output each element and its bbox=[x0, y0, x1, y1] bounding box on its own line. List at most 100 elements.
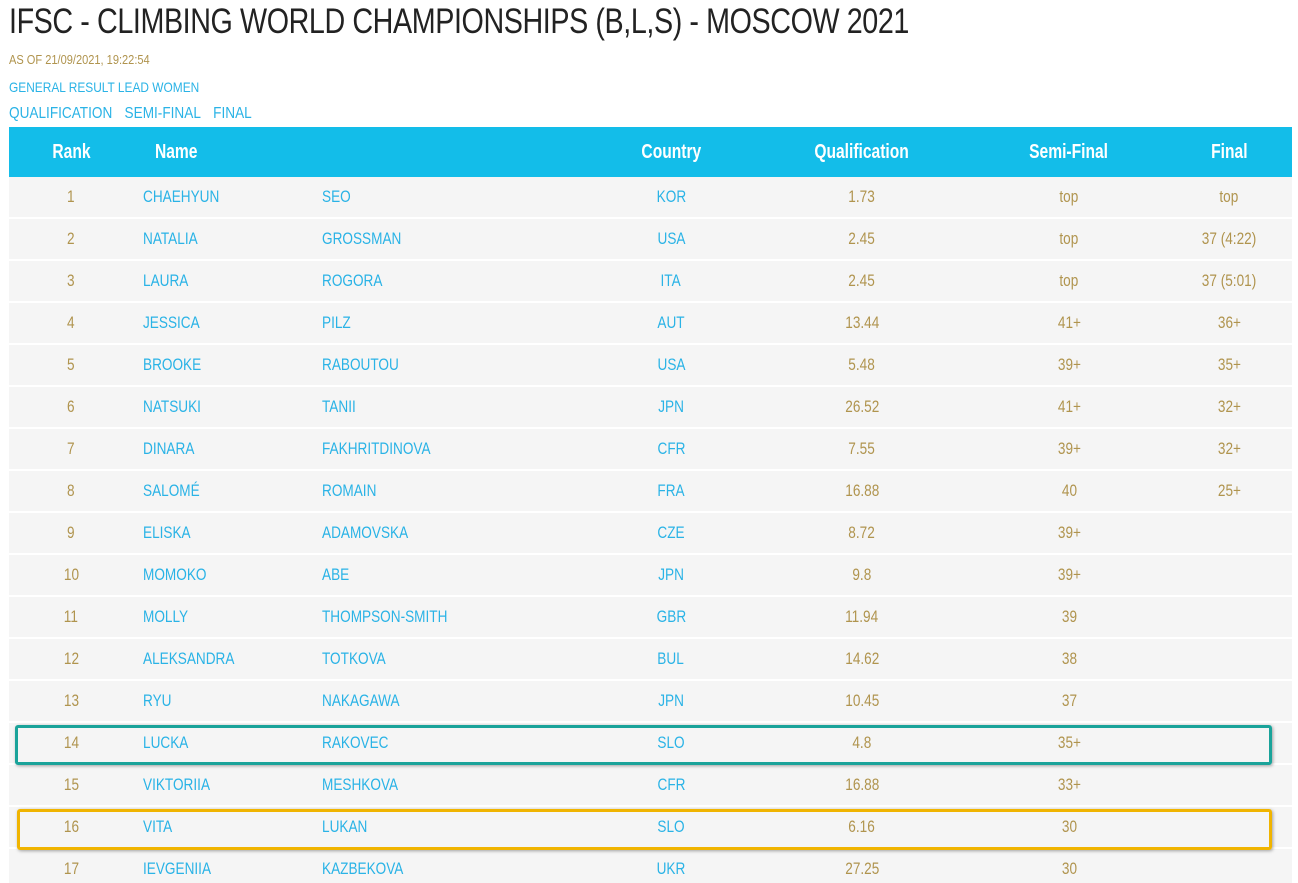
final-cell bbox=[1169, 681, 1289, 721]
table-row: 5 BROOKE RABOUTOU USA 5.48 39+ 35+ bbox=[9, 345, 1292, 387]
first-name-link[interactable]: RYU bbox=[143, 691, 172, 710]
round-link-qualification[interactable]: QUALIFICATION bbox=[9, 105, 113, 122]
final-cell: 25+ bbox=[1217, 481, 1241, 500]
page-title: IFSC - CLIMBING WORLD CHAMPIONSHIPS (B,L… bbox=[9, 2, 909, 41]
column-header-semi-final[interactable]: Semi-Final bbox=[1029, 141, 1109, 163]
first-name-link[interactable]: VIKTORIIA bbox=[143, 775, 211, 794]
first-name-link[interactable]: JESSICA bbox=[143, 313, 200, 332]
result-category-link[interactable]: GENERAL RESULT LEAD WOMEN bbox=[9, 79, 200, 95]
last-name-link[interactable]: SEO bbox=[322, 187, 351, 206]
final-cell bbox=[1169, 723, 1289, 763]
rank-cell: 4 bbox=[67, 313, 75, 332]
first-name-link[interactable]: BROOKE bbox=[143, 355, 202, 374]
last-name-link[interactable]: TOTKOVA bbox=[322, 649, 386, 668]
first-name-link[interactable]: MOLLY bbox=[143, 607, 189, 626]
semi-final-cell: 41+ bbox=[1057, 397, 1081, 416]
last-name-link[interactable]: MESHKOVA bbox=[322, 775, 399, 794]
rank-cell: 7 bbox=[67, 439, 75, 458]
first-name-link[interactable]: CHAEHYUN bbox=[143, 187, 220, 206]
final-cell: 32+ bbox=[1217, 397, 1241, 416]
first-name-link[interactable]: DINARA bbox=[143, 439, 195, 458]
rank-cell: 2 bbox=[67, 229, 75, 248]
first-name-link[interactable]: ALEKSANDRA bbox=[143, 649, 235, 668]
round-link-final[interactable]: FINAL bbox=[213, 105, 252, 122]
country-link[interactable]: FRA bbox=[657, 481, 685, 500]
final-cell bbox=[1169, 555, 1289, 595]
rank-cell: 17 bbox=[63, 859, 79, 878]
rank-cell: 1 bbox=[67, 187, 75, 206]
rank-cell: 13 bbox=[63, 691, 79, 710]
round-link-semi-final[interactable]: SEMI-FINAL bbox=[124, 105, 201, 122]
last-name-link[interactable]: THOMPSON-SMITH bbox=[322, 607, 448, 626]
last-name-link[interactable]: RABOUTOU bbox=[322, 355, 399, 374]
country-link[interactable]: CZE bbox=[657, 523, 685, 542]
first-name-link[interactable]: VITA bbox=[143, 817, 173, 836]
country-link[interactable]: KOR bbox=[656, 187, 686, 206]
first-name-link[interactable]: NATSUKI bbox=[143, 397, 201, 416]
country-link[interactable]: JPN bbox=[658, 691, 684, 710]
first-name-link[interactable]: SALOMÉ bbox=[143, 481, 200, 500]
final-cell bbox=[1169, 597, 1289, 637]
final-cell bbox=[1169, 807, 1289, 847]
first-name-link[interactable]: LAURA bbox=[143, 271, 189, 290]
last-name-link[interactable]: KAZBEKOVA bbox=[322, 859, 404, 878]
last-name-link[interactable]: PILZ bbox=[322, 313, 351, 332]
semi-final-cell: 39+ bbox=[1057, 523, 1081, 542]
last-name-link[interactable]: GROSSMAN bbox=[322, 229, 402, 248]
final-cell: 32+ bbox=[1217, 439, 1241, 458]
country-link[interactable]: AUT bbox=[657, 313, 685, 332]
semi-final-cell: 37 bbox=[1061, 691, 1077, 710]
column-header-name[interactable]: Name bbox=[154, 141, 198, 163]
country-link[interactable]: CFR bbox=[657, 439, 685, 458]
last-name-link[interactable]: ROMAIN bbox=[322, 481, 377, 500]
final-cell bbox=[1169, 765, 1289, 805]
last-name-link[interactable]: ABE bbox=[322, 565, 350, 584]
qualification-cell: 26.52 bbox=[844, 397, 880, 416]
country-link[interactable]: SLO bbox=[657, 733, 685, 752]
rank-cell: 6 bbox=[67, 397, 75, 416]
first-name-link[interactable]: ELISKA bbox=[143, 523, 191, 542]
first-name-link[interactable]: LUCKA bbox=[143, 733, 189, 752]
table-row: 17 IEVGENIIA KAZBEKOVA UKR 27.25 30 bbox=[9, 849, 1292, 883]
country-link[interactable]: USA bbox=[657, 229, 685, 248]
country-link[interactable]: BUL bbox=[657, 649, 685, 668]
last-name-link[interactable]: FAKHRITDINOVA bbox=[322, 439, 431, 458]
final-cell bbox=[1169, 849, 1289, 883]
qualification-cell: 16.88 bbox=[844, 481, 880, 500]
table-row: 9 ELISKA ADAMOVSKA CZE 8.72 39+ bbox=[9, 513, 1292, 555]
column-header-final[interactable]: Final bbox=[1210, 141, 1248, 163]
semi-final-cell: 39+ bbox=[1057, 565, 1081, 584]
country-link[interactable]: ITA bbox=[660, 271, 682, 290]
column-header-country[interactable]: Country bbox=[641, 141, 701, 163]
semi-final-cell: 30 bbox=[1061, 859, 1077, 878]
qualification-cell: 4.8 bbox=[852, 733, 872, 752]
table-row: 15 VIKTORIIA MESHKOVA CFR 16.88 33+ bbox=[9, 765, 1292, 807]
table-row: 8 SALOMÉ ROMAIN FRA 16.88 40 25+ bbox=[9, 471, 1292, 513]
first-name-link[interactable]: IEVGENIIA bbox=[143, 859, 212, 878]
final-cell bbox=[1169, 639, 1289, 679]
column-header-rank[interactable]: Rank bbox=[51, 141, 91, 163]
last-name-link[interactable]: RAKOVEC bbox=[322, 733, 389, 752]
column-header-qualification[interactable]: Qualification bbox=[814, 141, 910, 163]
semi-final-cell: top bbox=[1059, 271, 1079, 290]
country-link[interactable]: SLO bbox=[657, 817, 685, 836]
last-name-link[interactable]: ADAMOVSKA bbox=[322, 523, 409, 542]
country-link[interactable]: JPN bbox=[658, 565, 684, 584]
country-link[interactable]: JPN bbox=[658, 397, 684, 416]
country-link[interactable]: GBR bbox=[656, 607, 686, 626]
last-name-link[interactable]: NAKAGAWA bbox=[322, 691, 400, 710]
table-row: 10 MOMOKO ABE JPN 9.8 39+ bbox=[9, 555, 1292, 597]
results-table: Rank Name Country Qualification Semi-Fin… bbox=[9, 127, 1292, 883]
table-row: 14 LUCKA RAKOVEC SLO 4.8 35+ bbox=[9, 723, 1292, 765]
semi-final-cell: 41+ bbox=[1057, 313, 1081, 332]
last-name-link[interactable]: TANII bbox=[322, 397, 356, 416]
first-name-link[interactable]: MOMOKO bbox=[143, 565, 207, 584]
country-link[interactable]: UKR bbox=[656, 859, 686, 878]
last-name-link[interactable]: ROGORA bbox=[322, 271, 383, 290]
first-name-link[interactable]: NATALIA bbox=[143, 229, 198, 248]
semi-final-cell: 38 bbox=[1061, 649, 1077, 668]
last-name-link[interactable]: LUKAN bbox=[322, 817, 368, 836]
rank-cell: 15 bbox=[63, 775, 79, 794]
country-link[interactable]: CFR bbox=[657, 775, 685, 794]
country-link[interactable]: USA bbox=[657, 355, 685, 374]
